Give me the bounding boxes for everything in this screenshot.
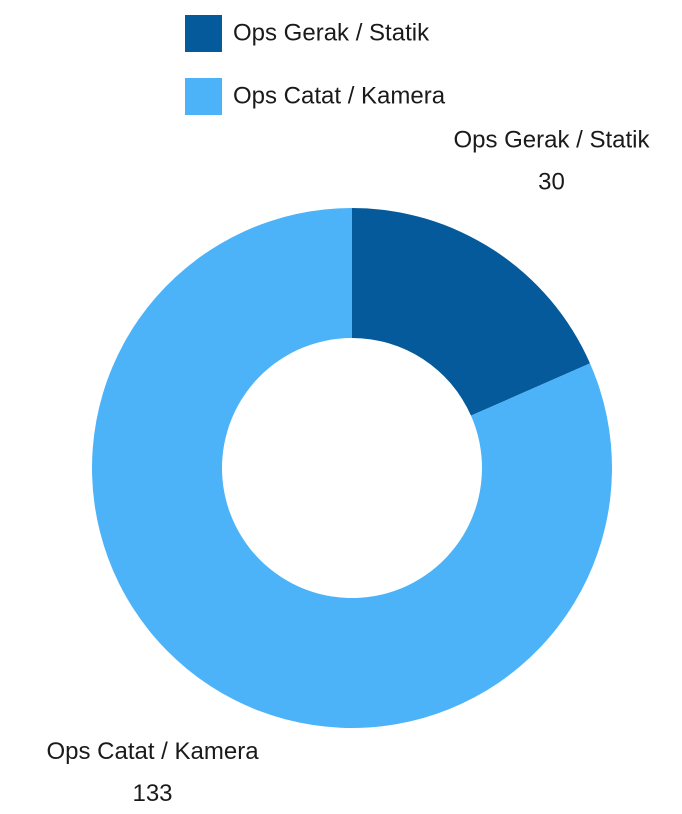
data-label-value: 133 xyxy=(132,780,172,807)
legend-swatch xyxy=(185,15,222,52)
data-label-value: 30 xyxy=(538,169,565,196)
donut-slice xyxy=(92,208,612,728)
donut-slice xyxy=(352,208,590,416)
legend-label: Ops Gerak / Statik xyxy=(233,19,430,46)
legend-label: Ops Catat / Kamera xyxy=(233,82,446,109)
data-label-name: Ops Gerak / Statik xyxy=(453,127,650,154)
legend-swatch xyxy=(185,78,222,115)
data-label-name: Ops Catat / Kamera xyxy=(46,738,259,765)
